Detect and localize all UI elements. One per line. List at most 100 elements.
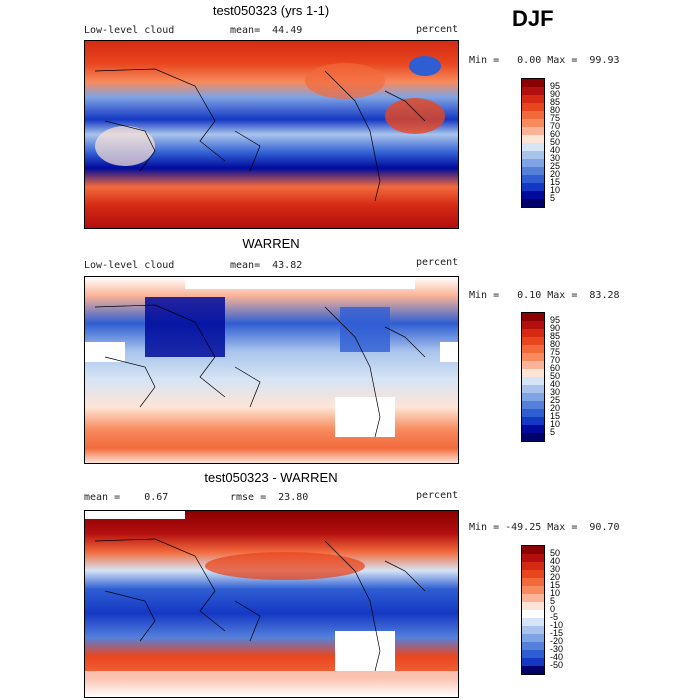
colorbar-swatch — [522, 650, 544, 658]
panel-3-map — [84, 510, 459, 698]
colorbar-label: 25 — [550, 161, 561, 171]
colorbar-label: 50 — [550, 371, 561, 381]
colorbar-swatch — [522, 377, 544, 385]
colorbar-label: 25 — [550, 395, 561, 405]
colorbar-label: 85 — [550, 97, 561, 107]
panel-3-colorbar-labels: 50 40 30 20 15 10 5 0 -5 -10 -15 -20 -30… — [550, 548, 564, 670]
panel-2-title: WARREN — [242, 236, 300, 251]
panel-2-field-label: Low-level cloud — [84, 260, 175, 271]
colorbar-swatch — [522, 313, 544, 321]
colorbar-label: 50 — [550, 548, 561, 558]
panel-2-map — [84, 276, 459, 464]
colorbar-swatch — [522, 143, 544, 151]
colorbar-label: 10 — [550, 588, 561, 598]
colorbar-swatch — [522, 425, 544, 433]
colorbar-label: 90 — [550, 323, 561, 333]
colorbar-swatch — [522, 642, 544, 650]
colorbar-swatch — [522, 618, 544, 626]
panel-1-coastlines — [94, 68, 426, 202]
colorbar-swatch — [522, 578, 544, 586]
panel-1-map — [84, 40, 459, 229]
panel-3-title: test050323 - WARREN — [204, 470, 338, 485]
colorbar-label: 90 — [550, 89, 561, 99]
colorbar-swatch — [522, 345, 544, 353]
colorbar-swatch — [522, 103, 544, 111]
colorbar-swatch — [522, 409, 544, 417]
panel-3-units: percent — [416, 490, 459, 501]
colorbar-label: 60 — [550, 363, 561, 373]
colorbar-swatch — [522, 658, 544, 666]
panel-3-missing-2 — [85, 671, 458, 697]
colorbar-swatch — [522, 369, 544, 377]
panel-2-minmax: Min = 0.10 Max = 83.28 — [469, 290, 620, 301]
panel-2-colorbar — [521, 312, 545, 442]
colorbar-swatch — [522, 417, 544, 425]
colorbar-label: 95 — [550, 81, 561, 91]
colorbar-label: 75 — [550, 113, 561, 123]
colorbar-label: 95 — [550, 315, 561, 325]
panel-2-missing-4 — [185, 277, 415, 289]
panel-1-colorbar-labels: 95 90 85 80 75 70 60 50 40 30 25 20 15 1… — [550, 81, 561, 203]
panel-1-mean-label: mean= 44.49 — [230, 25, 303, 36]
colorbar-label: -10 — [550, 620, 564, 630]
colorbar-swatch — [522, 175, 544, 183]
colorbar-swatch — [522, 594, 544, 602]
colorbar-label: 80 — [550, 105, 561, 115]
colorbar-swatch — [522, 329, 544, 337]
colorbar-swatch — [522, 79, 544, 87]
colorbar-swatch — [522, 111, 544, 119]
colorbar-swatch — [522, 127, 544, 135]
colorbar-swatch — [522, 546, 544, 554]
panel-2-mean-label: mean= 43.82 — [230, 260, 303, 271]
panel-1-title: test050323 (yrs 1-1) — [212, 3, 330, 18]
panel-2-asia-cloud — [145, 297, 225, 357]
colorbar-label: 40 — [550, 556, 561, 566]
colorbar-swatch — [522, 167, 544, 175]
colorbar-label: 20 — [550, 169, 561, 179]
panel-1-minmax: Min = 0.00 Max = 99.93 — [469, 55, 620, 66]
colorbar-swatch — [522, 570, 544, 578]
colorbar-label: 40 — [550, 145, 561, 155]
panel-1-pacific-cloud — [385, 98, 445, 134]
colorbar-label: 20 — [550, 572, 561, 582]
colorbar-swatch — [522, 183, 544, 191]
colorbar-swatch — [522, 159, 544, 167]
colorbar-label: 80 — [550, 339, 561, 349]
colorbar-label: 50 — [550, 137, 561, 147]
colorbar-swatch — [522, 634, 544, 642]
colorbar-label: -50 — [550, 660, 564, 670]
colorbar-label: 85 — [550, 331, 561, 341]
colorbar-swatch — [522, 433, 544, 441]
panel-3-coastlines — [94, 538, 426, 672]
colorbar-swatch — [522, 135, 544, 143]
colorbar-label: -15 — [550, 628, 564, 638]
colorbar-label: 5 — [550, 193, 556, 203]
colorbar-swatch — [522, 610, 544, 618]
colorbar-label: 30 — [550, 153, 561, 163]
colorbar-label: 15 — [550, 411, 561, 421]
season-label: DJF — [512, 6, 554, 31]
colorbar-swatch — [522, 586, 544, 594]
panel-3-pacific-diff — [205, 552, 365, 580]
colorbar-label: -20 — [550, 636, 564, 646]
colorbar-swatch — [522, 562, 544, 570]
panel-3-missing-1 — [335, 631, 395, 671]
colorbar-label: 15 — [550, 177, 561, 187]
colorbar-label: 5 — [550, 596, 556, 606]
panel-3-colorbar — [521, 545, 545, 675]
colorbar-swatch — [522, 666, 544, 674]
panel-2-missing-1 — [85, 342, 125, 362]
colorbar-label: 0 — [550, 604, 556, 614]
colorbar-label: -40 — [550, 652, 564, 662]
colorbar-swatch — [522, 385, 544, 393]
panel-1-africa — [95, 126, 155, 166]
panel-3-mean-label: mean = 0.67 — [84, 492, 169, 503]
colorbar-swatch — [522, 321, 544, 329]
colorbar-label: 75 — [550, 347, 561, 357]
panel-3-missing-3 — [85, 511, 185, 519]
panel-3-rmse-label: rmse = 23.80 — [230, 492, 309, 503]
colorbar-swatch — [522, 95, 544, 103]
colorbar-swatch — [522, 401, 544, 409]
colorbar-label: 30 — [550, 564, 561, 574]
colorbar-swatch — [522, 337, 544, 345]
